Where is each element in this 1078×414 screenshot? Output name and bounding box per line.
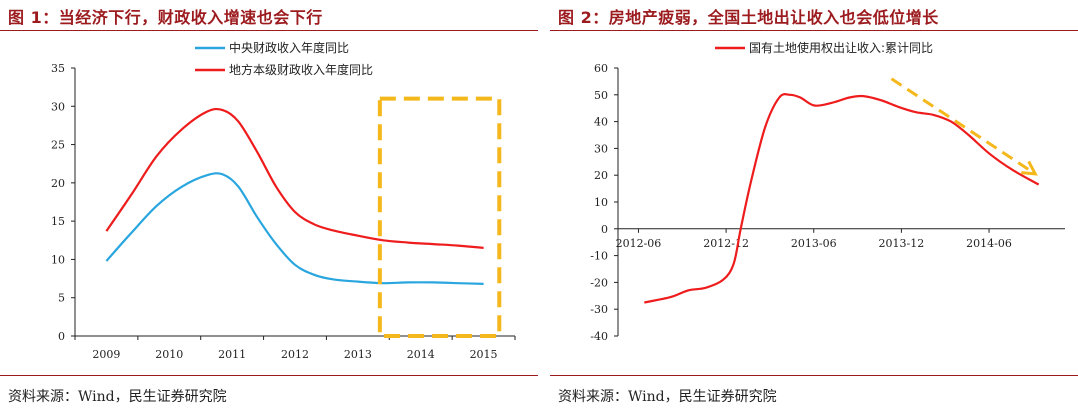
y-tick-label: 30 [594,142,608,155]
y-tick-label: 50 [594,89,608,102]
y-tick-label: 30 [51,100,65,113]
x-tick-label: 2014-06 [966,237,1012,250]
right-chart: -40 -30 -20 -10 0 10 20 30 40 50 60 2012-06 2012-12 2… [590,40,1065,343]
x-tick-label: 2012 [281,348,309,361]
x-tick-label: 2009 [92,348,120,361]
legend-label-1: 中央财政收入年度同比 [229,40,349,55]
y-tick-label: 20 [594,169,608,182]
x-tick-label: 2011 [218,348,246,361]
left-title-rule [0,30,538,31]
left-source-rule [0,375,538,376]
y-tick-label: 10 [594,196,608,209]
y-tick-label: 35 [51,62,65,75]
x-tick-label: 2014 [407,348,435,361]
series-line-1 [644,93,1040,304]
series-line-1 [105,172,484,285]
y-tick-label: -30 [590,303,608,316]
y-tick-label: 25 [51,139,65,152]
legend-label-2: 地方本级财政收入年度同比 [229,62,373,77]
y-tick-label: 15 [51,215,65,228]
right-source-note: 资料来源：Wind，民生证券研究院 [558,389,777,405]
x-tick-label: 2013 [344,348,372,361]
x-tick-label: 2012-12 [703,237,749,250]
right-figure-title: 图 2：房地产疲弱，全国土地出让收入也会低位增长 [558,8,939,27]
trend-arrow-head [1021,160,1038,176]
y-tick-label: 20 [51,177,65,190]
y-tick-label: -40 [590,330,608,343]
y-tick-label: 40 [594,116,608,129]
y-tick-label: 10 [51,253,65,266]
legend-label-1: 国有土地使用权出让收入:累计同比 [749,40,933,55]
y-tick-label: 0 [601,223,608,236]
y-tick-label: 60 [594,62,608,75]
x-tick-label: 2010 [155,348,183,361]
left-figure-panel: 图 1：当经济下行，财政收入增速也会下行 0 5 10 15 20 25 30 35 2009 2… [0,0,538,414]
y-tick-label: -20 [590,276,608,289]
trend-arrow-line [890,77,1037,176]
right-title-rule [550,30,1078,31]
x-tick-label: 2013-06 [791,237,837,250]
left-figure-title: 图 1：当经济下行，财政收入增速也会下行 [8,8,323,27]
y-tick-label: 0 [58,330,65,343]
left-source-note: 资料来源：Wind，民生证券研究院 [8,389,227,405]
highlight-dashed-box [377,96,502,338]
right-source-rule [550,375,1078,376]
x-tick-label: 2015 [470,348,498,361]
x-tick-label: 2013-12 [879,237,925,250]
series-line-2 [105,107,484,249]
x-tick-label: 2012-06 [616,237,662,250]
y-tick-label: -10 [590,250,608,263]
right-figure-panel: 图 2：房地产疲弱，全国土地出让收入也会低位增长 -40 -30 -20 -10 0 10… [550,0,1078,414]
y-tick-label: 5 [58,292,65,305]
left-chart: 0 5 10 15 20 25 30 35 2009 2010 2011 2012 2013 2014 20… [51,40,516,361]
